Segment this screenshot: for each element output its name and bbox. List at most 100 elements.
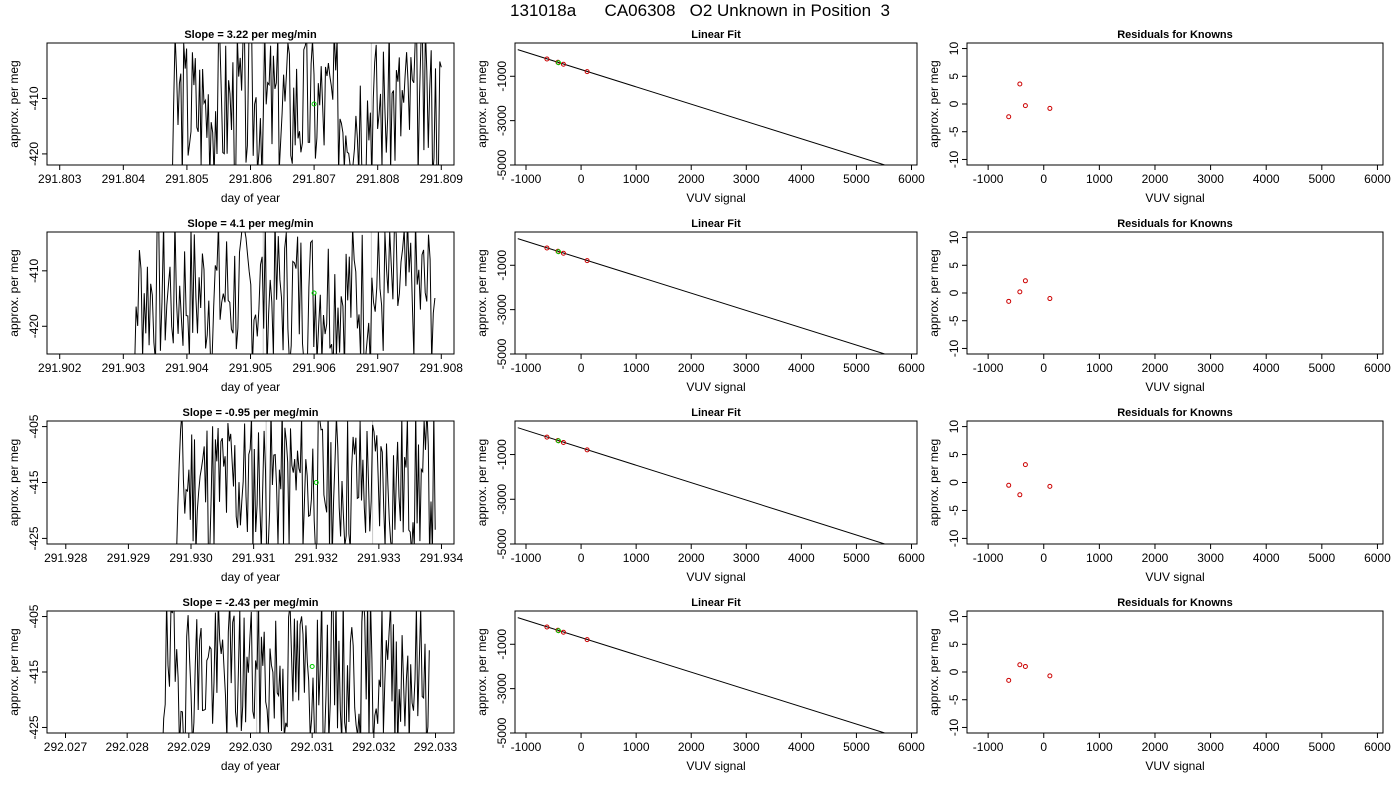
plot-area — [134, 232, 436, 354]
y-axis-label: approx. per meg — [927, 249, 941, 336]
chart-panel-r3c2: Linear Fit -1000 0 1000 2000 3000 4000 5000 6000… — [475, 407, 925, 584]
known-point — [1006, 114, 1012, 120]
x-tick-label: 292.033 — [414, 740, 458, 754]
plot-area — [162, 611, 430, 733]
y-tick-label: -415 — [27, 470, 41, 494]
plot-area — [517, 617, 887, 733]
chart-panel-r2c2: Linear Fit -1000 0 1000 2000 3000 4000 5000 6000… — [475, 218, 925, 394]
plot-area — [517, 49, 887, 165]
y-tick-label: 5 — [947, 641, 961, 648]
chart-title: Slope = -2.43 per meg/min — [182, 597, 318, 609]
page-title: 131018a CA06308 O2 Unknown in Position 3 — [510, 1, 890, 20]
y-tick-label: -1000 — [495, 439, 509, 470]
known-point — [544, 624, 550, 630]
x-tick-label: 6000 — [1364, 551, 1391, 565]
x-axis-label: VUV signal — [686, 759, 745, 773]
unknown-point — [556, 438, 562, 444]
known-point — [1017, 492, 1023, 498]
y-tick-label: -5 — [947, 126, 961, 137]
x-tick-label: 0 — [1040, 361, 1047, 375]
x-tick-label: 6000 — [1364, 740, 1391, 754]
x-tick-label: 3000 — [733, 551, 760, 565]
x-tick-label: 0 — [578, 740, 585, 754]
x-tick-label: 291.928 — [44, 551, 88, 565]
x-tick-label: 292.029 — [167, 740, 211, 754]
chart-panel-r4c2: Linear Fit -1000 0 1000 2000 3000 4000 5000 6000… — [475, 597, 925, 773]
y-tick-label: -3000 — [495, 673, 509, 704]
known-point — [1022, 663, 1028, 669]
x-axis-label: VUV signal — [686, 380, 745, 394]
x-tick-label: 292.030 — [229, 740, 273, 754]
fit-line — [517, 617, 887, 733]
y-axis-label: approx. per meg — [7, 628, 21, 715]
chart-title: Linear Fit — [691, 597, 741, 609]
x-tick-label: 291.905 — [229, 361, 273, 375]
x-tick-label: -1000 — [973, 361, 1004, 375]
unknown-point — [556, 249, 562, 255]
y-tick-label: -410 — [27, 86, 41, 110]
y-tick-label: -420 — [27, 142, 41, 166]
y-tick-label: -3000 — [495, 105, 509, 136]
x-tick-label: 5000 — [843, 551, 870, 565]
y-tick-label: -10 — [947, 529, 961, 547]
known-point — [584, 258, 590, 264]
x-tick-label: 6000 — [898, 172, 925, 186]
x-tick-label: 1000 — [1086, 172, 1113, 186]
known-point — [1047, 296, 1053, 302]
y-tick-label: -5000 — [495, 338, 509, 369]
fit-line — [517, 49, 887, 165]
x-tick-label: 1000 — [623, 740, 650, 754]
y-tick-label: -405 — [27, 414, 41, 438]
x-tick-label: 291.803 — [38, 172, 82, 186]
x-tick-label: 1000 — [1086, 740, 1113, 754]
x-tick-label: 291.906 — [292, 361, 336, 375]
known-point — [544, 245, 550, 251]
x-tick-label: 4000 — [1253, 361, 1280, 375]
x-tick-label: -1000 — [511, 740, 542, 754]
plot-frame — [514, 42, 918, 166]
known-point — [584, 447, 590, 453]
y-tick-label: 5 — [947, 451, 961, 458]
y-tick-label: -1000 — [495, 61, 509, 92]
plot-area — [1006, 662, 1053, 683]
known-point — [560, 629, 566, 635]
x-tick-label: 2000 — [1142, 172, 1169, 186]
x-tick-label: 6000 — [898, 551, 925, 565]
unknown-marker — [309, 663, 315, 669]
y-tick-label: 10 — [947, 231, 961, 245]
x-tick-label: -1000 — [511, 361, 542, 375]
x-tick-label: 292.032 — [352, 740, 396, 754]
y-tick-label: 0 — [947, 289, 961, 296]
x-tick-label: 4000 — [788, 172, 815, 186]
y-tick-label: -10 — [947, 718, 961, 736]
known-point — [1047, 673, 1053, 679]
known-point — [1006, 482, 1012, 488]
x-tick-label: 292.028 — [105, 740, 149, 754]
x-tick-label: -1000 — [511, 172, 542, 186]
x-tick-label: 1000 — [623, 172, 650, 186]
known-point — [544, 434, 550, 440]
y-tick-label: 0 — [947, 100, 961, 107]
x-axis-label: VUV signal — [1145, 759, 1204, 773]
x-tick-label: 3000 — [733, 740, 760, 754]
y-tick-label: -420 — [27, 314, 41, 338]
x-tick-label: 1000 — [1086, 551, 1113, 565]
known-point — [1047, 483, 1053, 489]
known-point — [1022, 278, 1028, 284]
x-tick-label: 291.807 — [292, 172, 336, 186]
y-axis-label: approx. per meg — [7, 249, 21, 336]
x-tick-label: 291.806 — [229, 172, 273, 186]
plot-frame — [46, 42, 455, 166]
chart-title: Residuals for Knowns — [1117, 218, 1233, 230]
x-tick-label: 2000 — [678, 551, 705, 565]
known-point — [1017, 81, 1023, 87]
y-axis-label: approx. per meg — [927, 439, 941, 526]
series-line — [172, 43, 442, 165]
y-tick-label: -405 — [27, 604, 41, 628]
x-tick-label: 291.908 — [420, 361, 464, 375]
x-axis-label: day of year — [221, 380, 280, 394]
plot-area — [1006, 81, 1053, 120]
x-tick-label: 6000 — [898, 740, 925, 754]
x-axis-label: day of year — [221, 759, 280, 773]
